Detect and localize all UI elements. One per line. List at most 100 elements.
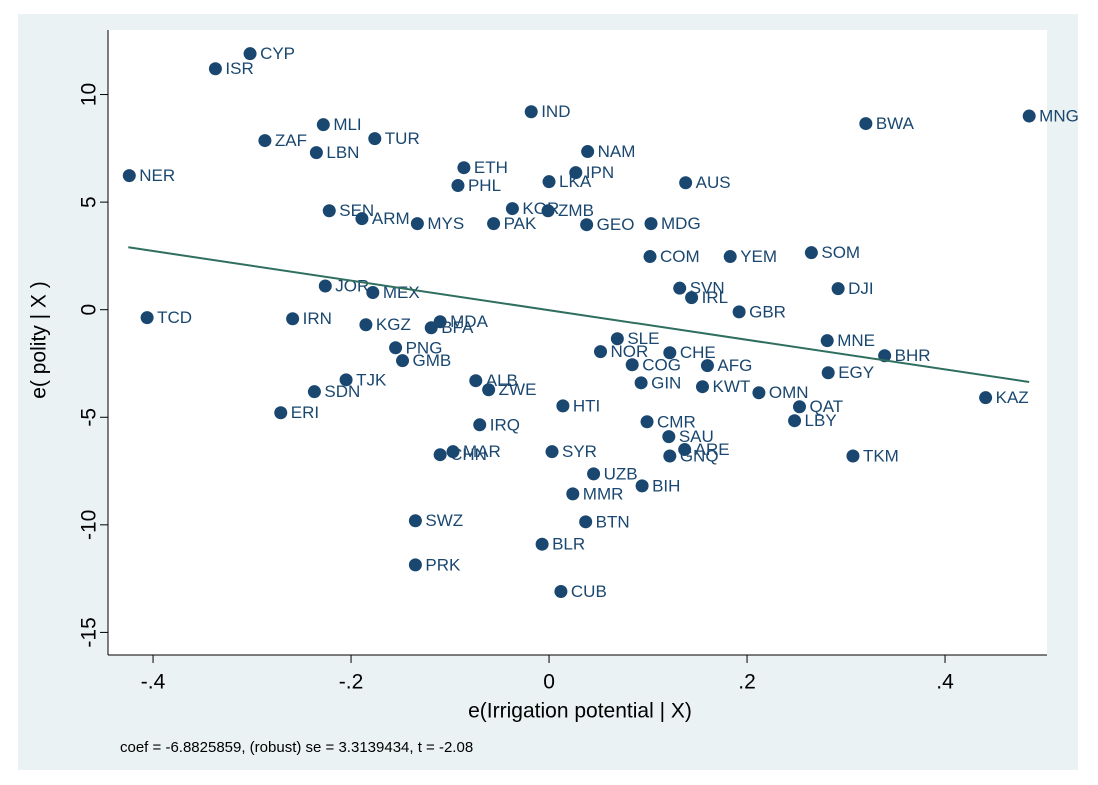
point bbox=[366, 285, 380, 299]
point bbox=[678, 443, 692, 457]
point bbox=[820, 334, 834, 348]
point bbox=[469, 374, 483, 388]
point-label: MYS bbox=[427, 214, 464, 233]
point-label: MDG bbox=[661, 214, 701, 233]
point-label: ZMB bbox=[558, 201, 594, 220]
point bbox=[482, 383, 496, 397]
point bbox=[566, 487, 580, 501]
point-label: SOM bbox=[821, 243, 860, 262]
point bbox=[788, 414, 802, 428]
point-label: ALB bbox=[486, 371, 518, 390]
point bbox=[122, 169, 136, 183]
y-tick-label: 0 bbox=[78, 304, 101, 316]
point-label: EGY bbox=[838, 363, 874, 382]
point-label: COG bbox=[642, 355, 681, 374]
point bbox=[634, 376, 648, 390]
point bbox=[1022, 109, 1036, 123]
point bbox=[594, 345, 608, 359]
point bbox=[535, 537, 549, 551]
x-tick-label: .2 bbox=[738, 671, 756, 694]
point-label: UZB bbox=[604, 464, 638, 483]
point bbox=[625, 358, 639, 372]
point bbox=[569, 166, 583, 180]
point bbox=[339, 373, 353, 387]
point bbox=[581, 145, 595, 159]
point-label: YEM bbox=[740, 247, 777, 266]
point bbox=[368, 132, 382, 146]
point-label: BFA bbox=[441, 318, 474, 337]
point bbox=[700, 359, 714, 373]
point-label: AUS bbox=[696, 173, 731, 192]
point bbox=[821, 366, 835, 380]
point bbox=[635, 479, 649, 493]
point-label: TKM bbox=[863, 446, 899, 465]
x-tick-label: -.2 bbox=[339, 671, 364, 694]
point-label: KAZ bbox=[996, 388, 1029, 407]
y-tick-label: -15 bbox=[78, 617, 101, 647]
point-label: MAR bbox=[463, 442, 501, 461]
point bbox=[804, 246, 818, 260]
point bbox=[673, 281, 687, 295]
point-label: IPN bbox=[586, 163, 614, 182]
point bbox=[505, 202, 519, 216]
point-label: ERI bbox=[291, 403, 319, 422]
point bbox=[389, 341, 403, 355]
y-tick-label: -10 bbox=[78, 510, 101, 540]
point bbox=[859, 117, 873, 131]
point-label: BWA bbox=[876, 114, 915, 133]
point-label: PHL bbox=[468, 176, 501, 195]
point bbox=[554, 585, 568, 599]
point bbox=[424, 321, 438, 335]
point-label: TCD bbox=[157, 308, 192, 327]
point bbox=[258, 134, 272, 148]
point bbox=[410, 217, 424, 231]
point-label: CUB bbox=[571, 582, 607, 601]
fit-line bbox=[128, 246, 1030, 383]
point bbox=[663, 346, 677, 360]
point bbox=[473, 418, 487, 432]
point-label: MNG bbox=[1039, 107, 1079, 126]
point bbox=[524, 105, 538, 119]
point-label: KGZ bbox=[376, 315, 411, 334]
point bbox=[542, 175, 556, 189]
point-label: IRL bbox=[702, 288, 728, 307]
point bbox=[579, 515, 593, 529]
point-label: GIN bbox=[651, 373, 681, 392]
point-label: IND bbox=[541, 102, 570, 121]
point-label: ZWE bbox=[499, 380, 537, 399]
x-tick-label: .4 bbox=[936, 671, 954, 694]
point bbox=[679, 176, 693, 190]
point-label: GNQ bbox=[680, 446, 719, 465]
point-label: MNE bbox=[837, 331, 875, 350]
point-label: SLE bbox=[627, 329, 659, 348]
point bbox=[610, 332, 624, 346]
point-label: ZAF bbox=[275, 131, 307, 150]
point bbox=[433, 448, 447, 462]
point-label: DJI bbox=[848, 279, 874, 298]
point bbox=[307, 385, 321, 399]
y-tick-label: 10 bbox=[78, 83, 101, 106]
point bbox=[355, 212, 369, 226]
point-label: ETH bbox=[474, 158, 508, 177]
point-label: CHN bbox=[450, 445, 487, 464]
point bbox=[140, 311, 154, 325]
point bbox=[318, 279, 332, 293]
point-label: CMR bbox=[657, 412, 696, 431]
point bbox=[846, 449, 860, 463]
point-label: GMB bbox=[413, 351, 452, 370]
x-tick-label: -.4 bbox=[141, 671, 166, 694]
point bbox=[685, 291, 699, 305]
point-label: IRQ bbox=[490, 415, 520, 434]
point bbox=[723, 250, 737, 264]
point-label: KWT bbox=[712, 377, 750, 396]
point-label: PRK bbox=[425, 555, 461, 574]
point-label: PAK bbox=[504, 214, 537, 233]
point bbox=[587, 467, 601, 481]
point-label: AFG bbox=[717, 356, 752, 375]
point-label: LBN bbox=[326, 143, 359, 162]
point-label: QAT bbox=[810, 397, 844, 416]
point-label: NOR bbox=[611, 342, 649, 361]
point bbox=[451, 179, 465, 193]
point bbox=[541, 204, 555, 218]
point-label: MMR bbox=[583, 484, 624, 503]
